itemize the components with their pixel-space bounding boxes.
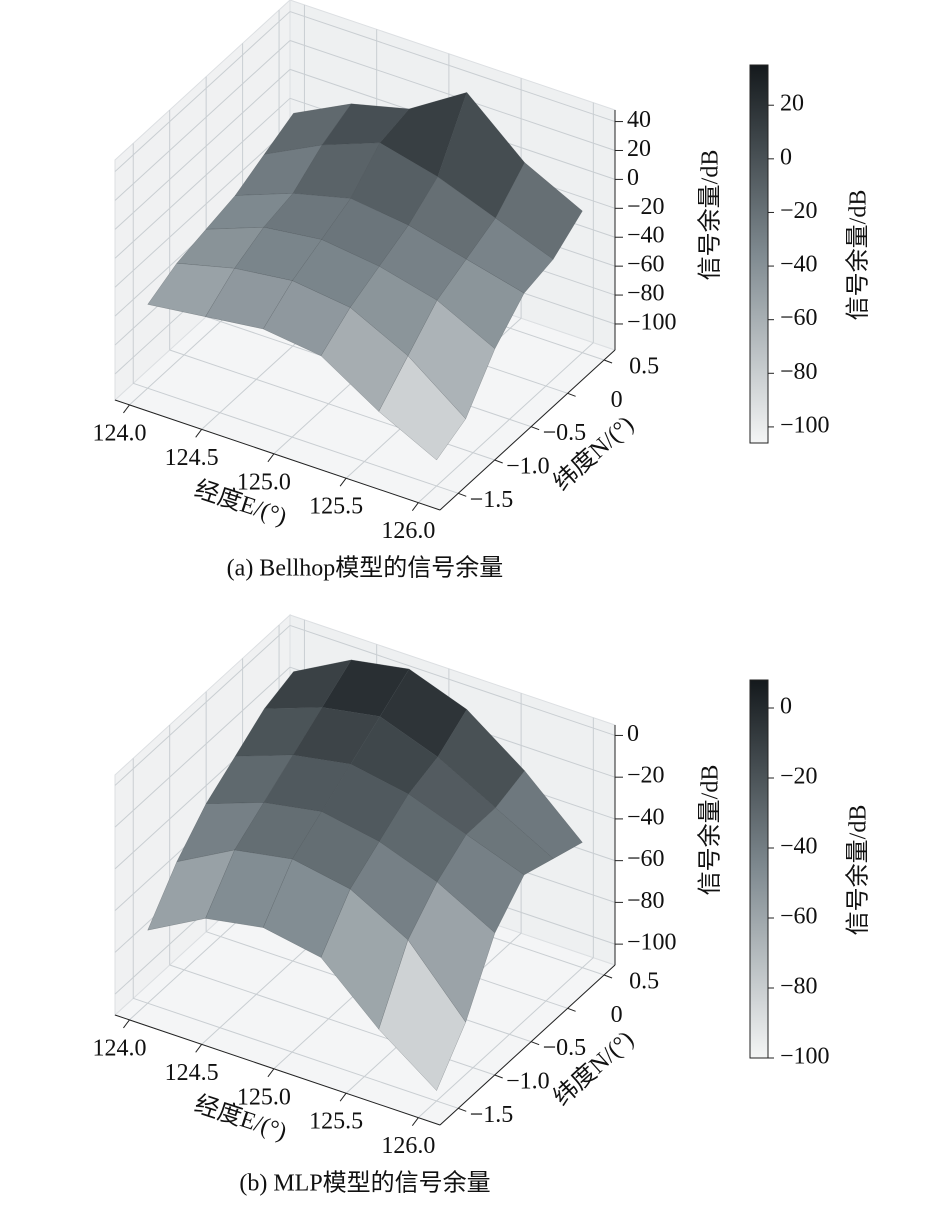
x-tick bbox=[267, 1068, 275, 1078]
axis-line bbox=[114, 399, 441, 511]
y-grid-line bbox=[133, 382, 459, 494]
x-tick-label: 124.5 bbox=[165, 1060, 219, 1086]
y-tick-label: −1.5 bbox=[470, 1102, 514, 1128]
y-tick bbox=[567, 392, 576, 397]
axis-line bbox=[439, 964, 616, 1126]
z-grid-line bbox=[114, 40, 291, 201]
colorbar-tick-label: −80 bbox=[780, 359, 818, 385]
axis-line bbox=[114, 1014, 441, 1126]
z-axis-label: 信号余量/dB bbox=[697, 765, 724, 896]
z-grid-line bbox=[114, 97, 291, 259]
colorbar-tick-label: −40 bbox=[780, 834, 818, 860]
colorbar-tick-label: −80 bbox=[780, 974, 818, 1000]
y-tick-label: 0 bbox=[611, 387, 623, 413]
z-tick-label: −60 bbox=[627, 846, 665, 872]
x-tick bbox=[411, 502, 419, 511]
x-tick-label: 124.0 bbox=[92, 420, 146, 446]
z-tick-label: 0 bbox=[627, 165, 639, 191]
y-tick bbox=[494, 1074, 503, 1079]
y-tick-label: −1.0 bbox=[506, 1069, 550, 1095]
surface-patch bbox=[378, 355, 466, 461]
z-tick-label: −80 bbox=[627, 888, 665, 914]
surface-patch bbox=[378, 939, 466, 1091]
z-grid-line bbox=[114, 11, 291, 172]
z-tick-label: −40 bbox=[627, 223, 665, 249]
colorbar bbox=[749, 679, 769, 1059]
x-grid-line bbox=[417, 957, 594, 1119]
x-tick-label: 125.5 bbox=[309, 494, 363, 520]
x-tick bbox=[339, 477, 347, 487]
y-tick-label: 0.5 bbox=[629, 354, 659, 380]
x-grid-line bbox=[417, 342, 594, 504]
y-tick bbox=[530, 426, 540, 431]
colorbar-tick-label: −60 bbox=[780, 904, 818, 930]
x-tick-label: 124.5 bbox=[165, 445, 219, 471]
y-tick bbox=[458, 1107, 467, 1112]
y-tick-label: −1.0 bbox=[506, 454, 550, 480]
y-tick bbox=[567, 1007, 576, 1012]
z-grid-line bbox=[114, 625, 291, 786]
x-tick bbox=[123, 1019, 130, 1029]
z-tick-label: 20 bbox=[627, 136, 651, 162]
z-tick-label: −40 bbox=[627, 804, 665, 830]
z-tick-label: −100 bbox=[627, 930, 677, 956]
x-tick-label: 126.0 bbox=[381, 1133, 435, 1159]
z-grid-line bbox=[114, 69, 291, 230]
y-tick bbox=[530, 1041, 540, 1046]
colorbar-label: 信号余量/dB bbox=[845, 805, 872, 936]
y-tick-label: −0.5 bbox=[543, 1035, 587, 1061]
z-tick-label: −60 bbox=[627, 252, 665, 278]
x-tick-label: 124.0 bbox=[92, 1035, 146, 1061]
y-tick-label: −1.5 bbox=[470, 487, 514, 513]
y-tick bbox=[603, 359, 613, 364]
z-tick-label: −20 bbox=[627, 763, 665, 789]
x-tick bbox=[411, 1117, 419, 1126]
y-tick-label: 0.5 bbox=[629, 969, 659, 995]
y-tick bbox=[494, 459, 503, 464]
x-tick-label: 125.0 bbox=[237, 469, 291, 495]
z-tick-label: 0 bbox=[627, 721, 639, 747]
z-tick-label: −100 bbox=[627, 309, 677, 335]
panel: 124.0124.5125.0125.5126.0−1.5−1.0−0.500.… bbox=[92, 0, 872, 582]
x-tick-label: 125.0 bbox=[237, 1084, 291, 1110]
z-grid-line bbox=[289, 11, 616, 123]
colorbar-tick-label: −60 bbox=[780, 305, 818, 331]
y-tick-label: 0 bbox=[611, 1002, 623, 1028]
z-tick-label: 40 bbox=[627, 107, 651, 133]
y-tick bbox=[603, 974, 613, 979]
colorbar-tick-label: −20 bbox=[780, 764, 818, 790]
x-tick bbox=[123, 404, 130, 414]
colorbar-tick-label: 0 bbox=[780, 144, 792, 170]
z-grid-line bbox=[289, 624, 616, 736]
x-tick-label: 126.0 bbox=[381, 518, 435, 544]
x-tick bbox=[195, 1044, 203, 1053]
colorbar-tick-label: −100 bbox=[780, 412, 830, 438]
x-tick bbox=[267, 453, 275, 463]
z-axis-label: 信号余量/dB bbox=[697, 150, 724, 281]
colorbar bbox=[749, 64, 769, 444]
panel: 124.0124.5125.0125.5126.0−1.5−1.0−0.500.… bbox=[92, 613, 872, 1197]
z-tick-label: −20 bbox=[627, 194, 665, 220]
y-grid-line bbox=[133, 997, 459, 1109]
axis-line bbox=[439, 349, 616, 511]
colorbar-tick-label: 20 bbox=[780, 91, 804, 117]
z-grid-line bbox=[114, 126, 291, 288]
y-tick bbox=[458, 492, 467, 497]
z-tick-label: −80 bbox=[627, 281, 665, 307]
z-grid-line bbox=[289, 40, 616, 151]
colorbar-tick-label: −20 bbox=[780, 198, 818, 224]
x-tick bbox=[339, 1092, 347, 1102]
colorbar-label: 信号余量/dB bbox=[845, 190, 872, 321]
x-tick-label: 125.5 bbox=[309, 1109, 363, 1135]
colorbar-tick-label: 0 bbox=[780, 694, 792, 720]
caption: (a) Bellhop模型的信号余量 bbox=[227, 555, 504, 582]
x-tick bbox=[195, 429, 203, 438]
caption: (b) MLP模型的信号余量 bbox=[239, 1170, 490, 1197]
colorbar-tick-label: −100 bbox=[780, 1044, 830, 1070]
y-tick-label: −0.5 bbox=[543, 420, 587, 446]
colorbar-tick-label: −40 bbox=[780, 252, 818, 278]
z-grid-line bbox=[114, 666, 291, 828]
